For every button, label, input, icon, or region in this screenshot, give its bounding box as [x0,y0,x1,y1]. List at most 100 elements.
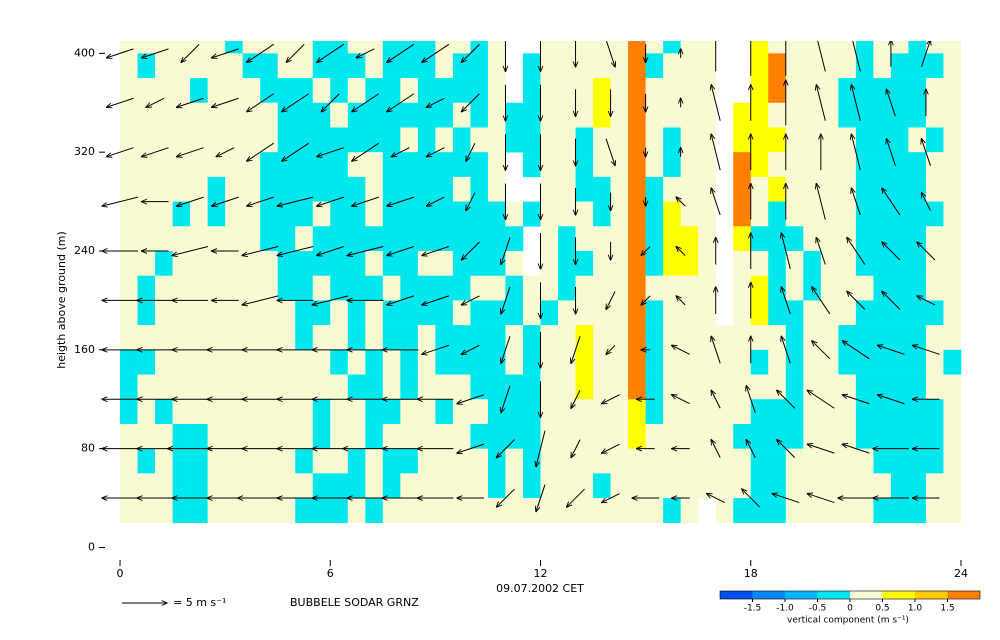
cell [260,448,279,474]
cell [733,498,752,524]
cell [610,176,629,202]
cell [908,374,927,400]
cell [575,226,594,252]
cell [382,275,401,301]
wind-arrow [247,43,274,62]
cell [382,78,401,104]
cell [820,41,839,54]
cell [330,374,349,400]
cell [943,399,962,425]
cell [645,349,664,375]
cell [277,374,296,400]
cell [400,251,419,277]
cell [715,399,734,425]
cell [277,275,296,301]
cell [522,300,541,326]
cell [435,399,454,425]
cell [452,41,471,54]
cell [452,127,471,153]
cell [190,41,208,54]
cell [382,399,401,425]
cell [435,374,454,400]
cell [698,448,717,474]
cell [487,399,506,425]
wind-arrow [212,97,239,107]
wind-arrow [807,390,835,409]
cell [680,325,699,351]
cell [838,102,857,128]
cell [190,325,208,351]
cell [207,473,226,499]
cell [242,152,261,178]
cell [750,448,769,474]
cell [733,176,752,202]
cell [155,226,173,252]
cell [470,201,489,227]
cell [610,78,629,104]
cell [382,53,401,79]
cell [277,226,296,252]
cell [698,102,717,128]
cell [225,399,243,425]
cell [225,374,243,400]
cell [172,251,191,277]
cell [417,152,436,178]
cell [908,300,927,326]
cell [820,349,839,375]
cell [943,448,962,474]
cell [347,41,366,54]
cell [137,41,156,54]
cell [382,498,401,524]
cell [225,176,243,202]
cell [593,102,611,128]
cell [505,226,524,252]
cell [925,349,944,375]
cell [487,41,506,54]
wind-arrow [742,489,761,508]
cell [330,325,349,351]
wind-arrow [886,89,896,117]
cell [207,251,226,277]
cell [593,41,611,54]
cell [277,349,296,375]
cell [628,473,646,499]
cell [120,374,138,400]
wind-arrow [461,43,480,62]
cell [558,251,576,277]
wind-arrow [107,147,134,157]
wind-arrow [807,444,835,454]
cell [137,152,156,178]
cell [785,349,804,375]
cell [260,127,279,153]
cell [610,275,629,301]
cell [855,53,874,79]
cell [838,201,857,227]
cell [260,78,279,104]
cell [768,498,787,524]
cell [172,226,191,252]
colorbar-tick-label: -1.0 [776,604,794,614]
cell [610,102,629,128]
cell [663,448,681,474]
cell [925,448,944,474]
cell [470,473,489,499]
cell [295,226,314,252]
cell [312,201,331,227]
cell [312,176,331,202]
cell [260,300,279,326]
cell [908,349,927,375]
wind-arrow [496,439,515,458]
wind-arrow [672,395,690,405]
cell [225,201,243,227]
cell [277,41,296,54]
cell [225,473,243,499]
cell [365,473,384,499]
cell [645,498,664,524]
wind-arrow [212,196,239,206]
cell [155,78,173,104]
cell [575,78,594,104]
cell [225,423,243,449]
cell [400,275,419,301]
cell [242,53,261,79]
cell [680,423,699,449]
